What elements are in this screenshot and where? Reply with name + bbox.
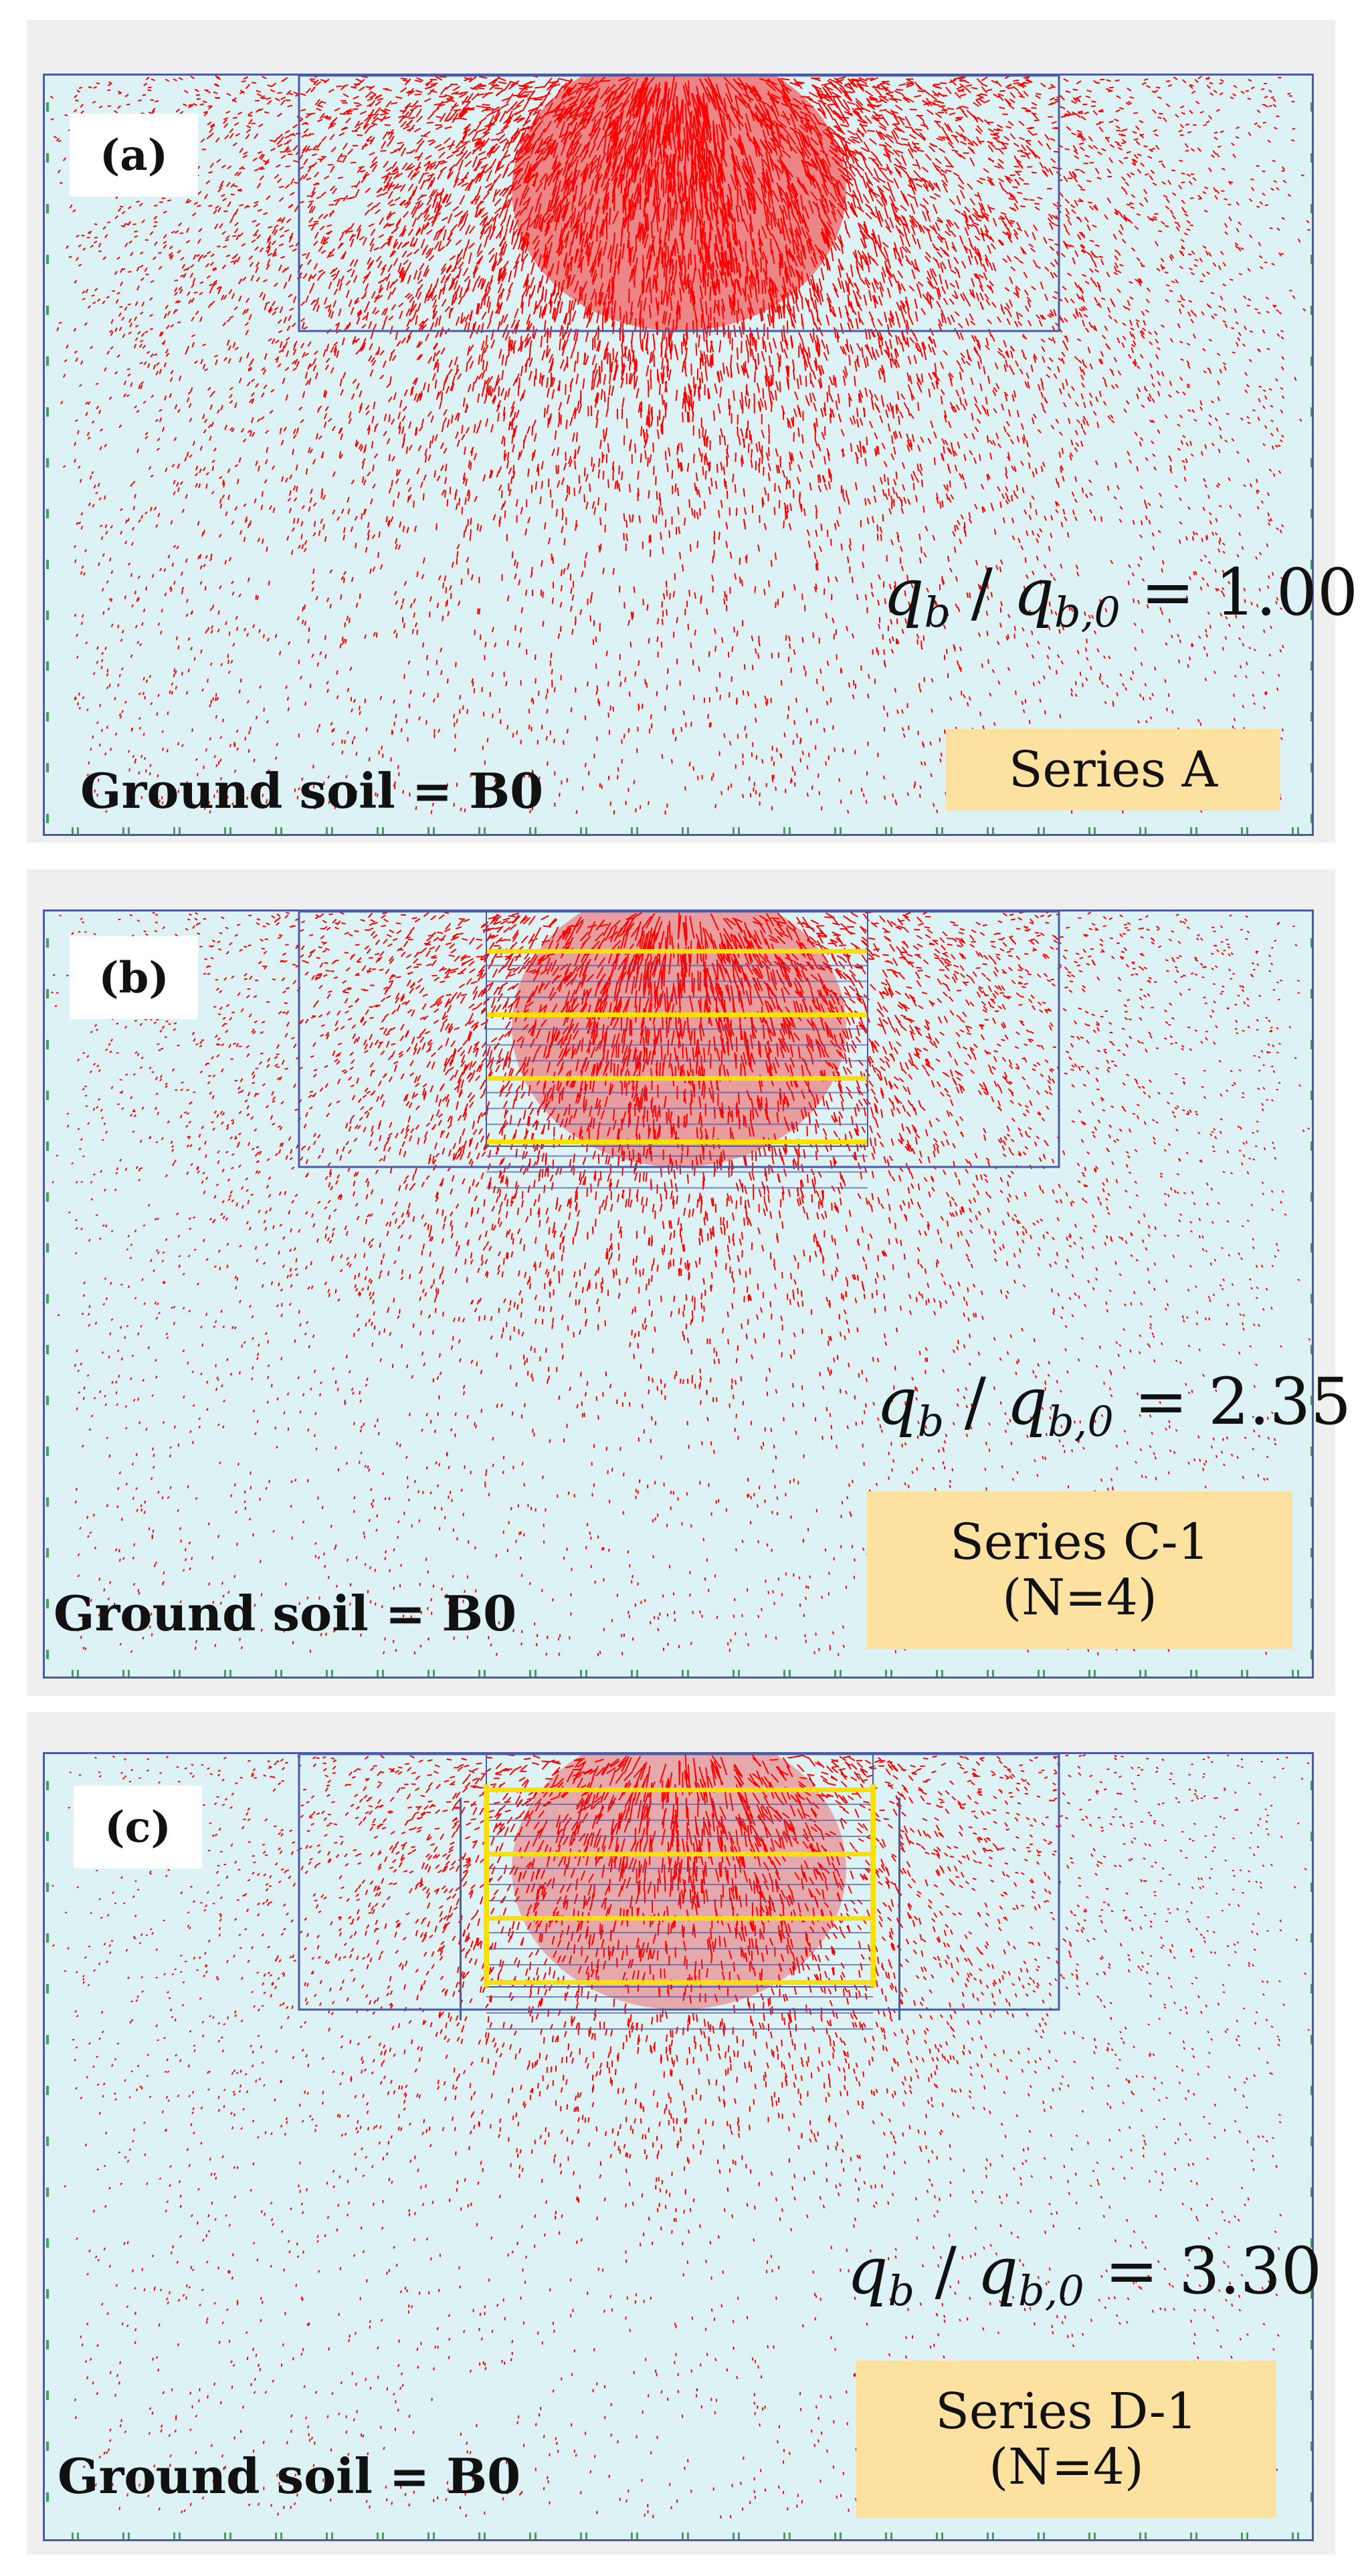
backfill-block <box>298 1754 1060 2011</box>
fixity-markers <box>46 938 1312 1677</box>
series-layers: (N=4) <box>989 2438 1144 2496</box>
reinforcement-layers <box>460 1754 900 2030</box>
panel-c: (c) qb / qb,0 = 3.30 Series D-1 (N=4) Gr… <box>27 1712 1335 2555</box>
ground-soil-label: Ground soil = B0 <box>58 2448 521 2504</box>
soil-domain-a <box>43 74 1314 836</box>
bearing-ratio: qb / qb,0 = 1.00 <box>883 555 1359 637</box>
displacement-vectors <box>50 76 1310 815</box>
panel-label: (c) <box>74 1786 202 1868</box>
fixity-markers <box>46 102 1312 834</box>
displacement-field-a <box>46 76 1312 834</box>
reinforcement-layers <box>486 911 868 1189</box>
panel-label: (b) <box>70 936 198 1019</box>
series-label: Series C-1 (N=4) <box>867 1491 1292 1649</box>
panel-a: (a) qb / qb,0 = 1.00 Series A Ground soi… <box>27 20 1358 843</box>
series-name: Series C-1 <box>950 1513 1209 1572</box>
ground-soil-label: Ground soil = B0 <box>54 1585 517 1642</box>
fixity-markers <box>46 1781 1312 2539</box>
series-label: Series D-1 (N=4) <box>856 2361 1276 2518</box>
series-layers: (N=4) <box>1002 1569 1157 1626</box>
backfill-block <box>298 911 1060 1168</box>
displacement-field-c <box>46 1754 1312 2539</box>
panel-b: (b) qb / qb,0 = 2.35 Series C-1 (N=4) Gr… <box>27 869 1351 1696</box>
displacement-vectors <box>51 911 1310 1656</box>
displacement-field-b <box>46 911 1312 1677</box>
series-name: Series A <box>1008 740 1218 798</box>
panel-label: (a) <box>70 114 198 197</box>
backfill-block <box>298 76 1060 332</box>
series-label: Series A <box>946 729 1280 811</box>
bearing-ratio: qb / qb,0 = 3.30 <box>847 2234 1323 2315</box>
ground-soil-label: Ground soil = B0 <box>80 762 544 819</box>
bearing-ratio: qb / qb,0 = 2.35 <box>876 1364 1352 1446</box>
series-name: Series D-1 <box>935 2383 1197 2441</box>
